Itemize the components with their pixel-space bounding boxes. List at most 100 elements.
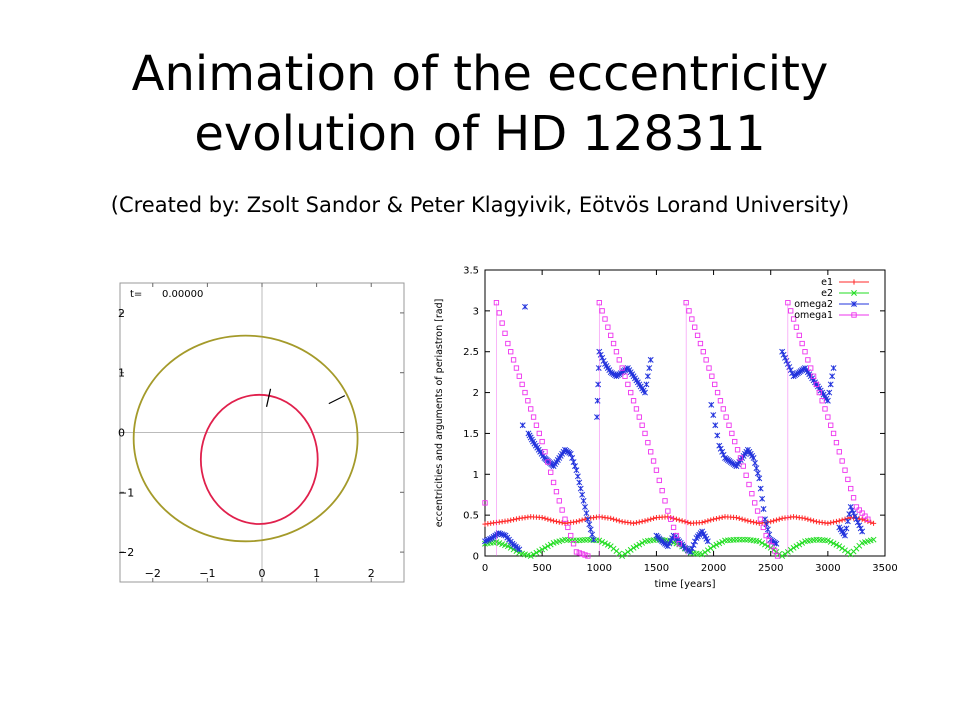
point-e1-interp: [553, 518, 560, 525]
legend-marker-omega1: [851, 312, 857, 318]
point-omega1-interp: [519, 381, 525, 388]
point-e2-interp: [782, 551, 788, 557]
point-omega1: [642, 430, 648, 437]
point-e2: [779, 553, 786, 559]
point-omega1-interp: [833, 439, 840, 446]
point-omega2-interp: [754, 470, 761, 477]
legend-label-omega2: omega2: [794, 299, 833, 310]
orbit-y-tick-label: 2: [118, 307, 125, 320]
point-omega1: [683, 300, 689, 306]
point-omega1-interp: [700, 349, 706, 355]
point-e2: [504, 543, 511, 550]
point-e1-interp: [648, 516, 654, 522]
point-e2: [756, 538, 763, 545]
point-e2-interp: [599, 538, 606, 545]
point-omega1-interp: [545, 459, 551, 465]
point-omega2-interp: [764, 526, 771, 533]
point-e2-interp: [536, 548, 543, 555]
point-omega2-interp: [843, 525, 850, 532]
point-omega1-interp: [686, 308, 692, 314]
point-e2-interp: [702, 549, 708, 556]
point-e1-interp: [559, 520, 565, 526]
point-omega1-interp: [793, 324, 800, 330]
point-e1: [699, 519, 705, 526]
point-omega1-interp: [616, 357, 622, 363]
point-omega2: [519, 422, 526, 429]
point-omega1-interp: [602, 316, 608, 322]
point-omega2-interp: [753, 465, 760, 472]
orbit-inner: [199, 393, 319, 525]
point-omega1-interp: [633, 406, 640, 412]
point-e1: [859, 516, 865, 522]
point-e1-interp: [610, 516, 617, 522]
point-omega2: [584, 516, 591, 523]
point-omega1-interp: [754, 508, 761, 514]
point-omega1-interp: [522, 389, 528, 396]
point-omega1: [596, 300, 602, 306]
point-e2-interp: [844, 549, 851, 556]
x-tick-label: 500: [533, 563, 552, 574]
orbit-outer: [132, 334, 359, 543]
point-omega2-interp: [714, 432, 721, 439]
point-e1-interp: [682, 519, 688, 525]
point-omega2: [859, 528, 866, 535]
point-e1: [676, 517, 682, 523]
point-omega1-interp: [703, 357, 709, 363]
point-omega1-interp: [533, 422, 540, 428]
legend-label-e2: e2: [821, 288, 833, 299]
point-omega1-interp: [668, 516, 674, 522]
orbit-x-tick-label: 1: [313, 567, 320, 580]
point-omega1-interp: [828, 422, 834, 428]
point-omega2-interp: [760, 506, 767, 512]
point-e1-interp: [679, 518, 685, 524]
legend-marker-e2: [851, 290, 857, 296]
point-omega1-interp: [746, 481, 752, 488]
point-e1-interp: [753, 520, 760, 526]
point-omega1-interp: [845, 476, 851, 483]
point-omega1-interp: [850, 495, 857, 501]
point-omega1: [619, 365, 625, 371]
point-omega2-interp: [752, 460, 758, 467]
point-omega1-interp: [648, 449, 654, 455]
point-omega1-interp: [743, 472, 749, 478]
point-e1: [768, 519, 774, 525]
point-omega1-interp: [822, 406, 828, 412]
point-omega1-interp: [565, 524, 571, 531]
x-tick-label: 3500: [872, 563, 897, 574]
point-omega1-interp: [613, 349, 620, 355]
point-omega1-interp: [766, 538, 772, 544]
x-tick-label: 1000: [587, 563, 612, 574]
point-omega2-interp: [583, 510, 590, 517]
point-e1-interp: [545, 516, 551, 522]
point-omega1-interp: [628, 389, 634, 396]
point-omega1-interp: [625, 381, 631, 388]
point-e2: [836, 543, 843, 550]
point-omega1-interp: [720, 406, 726, 412]
point-omega1: [819, 398, 825, 404]
point-e2-interp: [633, 543, 640, 550]
point-omega2-interp: [710, 412, 717, 418]
planet-marker-outer: [328, 395, 346, 405]
point-omega1: [550, 479, 557, 486]
point-e1-interp: [650, 515, 657, 522]
point-omega1-interp: [548, 469, 554, 475]
point-omega1-interp: [689, 316, 695, 322]
point-omega2-interp: [763, 521, 770, 528]
point-omega2-interp: [846, 511, 853, 518]
title-line-1: Animation of the eccentricity: [131, 46, 829, 102]
point-e1-interp: [828, 520, 834, 526]
orbit-y-tick-label: 0: [118, 427, 125, 440]
point-e1-interp: [842, 516, 848, 522]
point-e2: [527, 553, 534, 559]
point-e1-interp: [773, 517, 780, 523]
time-value: 0.00000: [162, 289, 203, 300]
point-e1: [710, 516, 717, 522]
point-omega1-interp: [662, 498, 668, 504]
point-e1: [608, 515, 614, 522]
x-tick-label: 3000: [815, 563, 840, 574]
plot-frame: [484, 269, 886, 557]
point-e1-interp: [750, 519, 757, 525]
point-omega2: [522, 303, 528, 310]
point-omega2: [708, 401, 715, 408]
point-e1-interp: [508, 517, 514, 523]
